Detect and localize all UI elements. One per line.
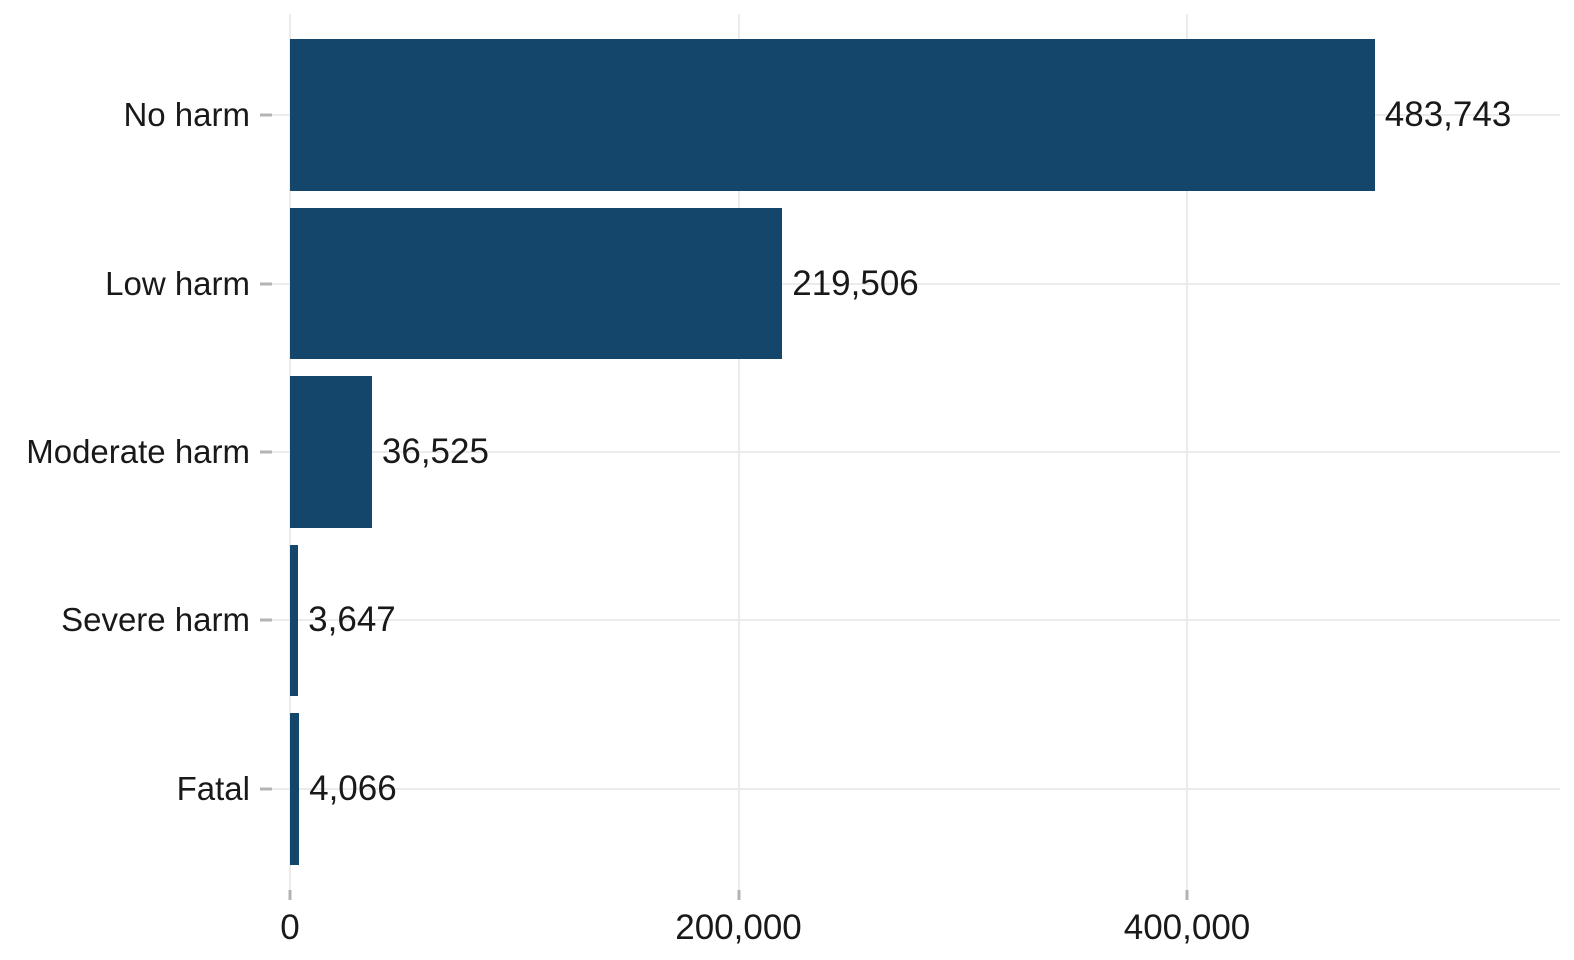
y-axis-category-label: Moderate harm bbox=[26, 433, 250, 470]
y-gridline bbox=[272, 451, 1560, 453]
y-axis-tick bbox=[260, 450, 272, 454]
y-axis-category-label: No harm bbox=[123, 96, 250, 134]
y-axis-tick bbox=[260, 113, 272, 117]
bar-moderate-harm bbox=[290, 376, 372, 528]
y-gridline bbox=[272, 619, 1560, 622]
y-gridline bbox=[272, 787, 1560, 790]
bar-value-label: 3,647 bbox=[308, 600, 396, 640]
y-axis-tick bbox=[260, 618, 272, 622]
y-gridline bbox=[272, 282, 1560, 285]
y-axis-tick bbox=[260, 282, 272, 286]
x-axis-tick bbox=[737, 890, 740, 900]
x-axis-tick-label: 200,000 bbox=[675, 908, 802, 947]
x-axis-tick bbox=[1185, 890, 1189, 900]
x-axis-tick-label: 0 bbox=[280, 908, 300, 947]
bar-no-harm bbox=[290, 39, 1375, 191]
bar-value-label: 36,525 bbox=[381, 432, 489, 471]
bar-fatal bbox=[290, 713, 300, 865]
y-axis-tick bbox=[260, 787, 272, 791]
x-axis-tick bbox=[288, 890, 292, 900]
bar-value-label: 219,506 bbox=[792, 263, 919, 303]
y-axis-category-label: Severe harm bbox=[61, 601, 250, 639]
y-axis-category-label: Fatal bbox=[176, 769, 250, 807]
x-axis-tick-label: 400,000 bbox=[1123, 908, 1251, 947]
bar-low-harm bbox=[290, 207, 783, 360]
bar-severe-harm bbox=[290, 544, 299, 697]
bar-value-label: 4,066 bbox=[309, 768, 397, 808]
y-axis-category-label: Low harm bbox=[105, 264, 250, 302]
bar-value-label: 483,743 bbox=[1384, 95, 1512, 135]
